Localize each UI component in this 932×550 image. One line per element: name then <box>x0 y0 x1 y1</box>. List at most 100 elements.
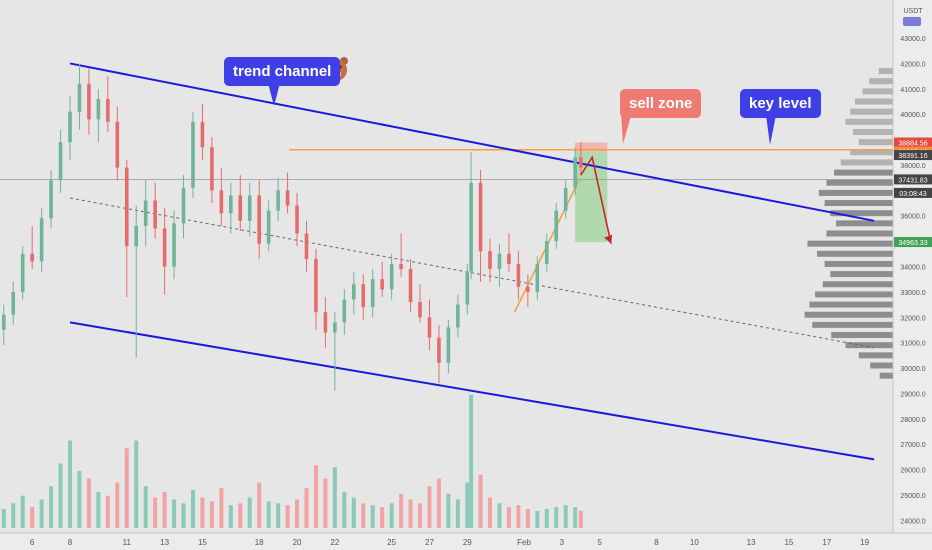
volume-bar <box>304 488 309 528</box>
time-tick-label: 15 <box>198 538 207 547</box>
time-tick-label: 18 <box>255 538 264 547</box>
volume-bar <box>332 467 337 528</box>
price-tick-label: 34000.0 <box>900 265 925 272</box>
volume-bar <box>228 505 233 528</box>
price-label-bg <box>894 137 932 148</box>
volume-profile-bar <box>853 128 893 135</box>
price-tick-label: 24000.0 <box>900 518 925 525</box>
candle-body <box>87 83 91 120</box>
price-tick-label: 41000.0 <box>900 87 925 94</box>
price-label: 38884.56 <box>898 141 927 148</box>
candle-body <box>535 263 540 292</box>
time-tick-label: 22 <box>330 538 339 547</box>
volume-bar <box>190 490 195 528</box>
volume-bar <box>370 505 375 528</box>
volume-bar <box>446 493 451 528</box>
candle-body <box>219 190 224 214</box>
volume-bar <box>68 440 73 528</box>
candle-body <box>162 228 167 267</box>
volume-bar <box>105 495 110 528</box>
volume-profile-bar <box>855 98 893 105</box>
volume-bar <box>219 488 224 528</box>
candle-body <box>20 253 25 292</box>
volume-bar <box>257 482 262 528</box>
price-tick-label: 43000.0 <box>900 36 925 43</box>
price-tick-label: 29000.0 <box>900 391 925 398</box>
sell-zone-pointer <box>621 112 632 144</box>
candle-body <box>333 322 337 333</box>
volume-bar <box>313 465 318 528</box>
candle-body <box>39 218 44 262</box>
candle-body <box>469 182 473 272</box>
candle-body <box>96 98 101 120</box>
time-tick-label: 17 <box>822 538 831 547</box>
candle-body <box>238 195 243 221</box>
price-tick-label: 30000.0 <box>900 366 925 373</box>
volume-bar <box>247 497 252 528</box>
volume-bar <box>153 497 158 528</box>
price-label: 03:08:43 <box>899 191 926 198</box>
volume-bar <box>134 440 139 528</box>
trend-channel-pointer <box>268 83 280 106</box>
volume-profile-bar <box>807 240 893 247</box>
volume-profile-bar <box>840 159 893 166</box>
volume-bar <box>124 448 129 528</box>
volume-profile-bar <box>826 230 893 237</box>
channel-mid-line <box>69 197 875 349</box>
volume-profile-bar <box>845 342 893 349</box>
candle-body <box>172 223 176 267</box>
volume-profile-bar <box>858 139 893 146</box>
price-tick-label: 27000.0 <box>900 442 925 449</box>
trend-channel-text: trend channel <box>233 63 332 80</box>
volume-profile-bar <box>879 372 893 379</box>
price-tick-label: 32000.0 <box>900 315 925 322</box>
volume-profile-bar <box>826 179 893 186</box>
candle-body <box>115 121 120 168</box>
candle-body <box>200 121 205 148</box>
volume-bar <box>1 509 6 528</box>
volume-profile-bar <box>812 321 893 328</box>
candle-body <box>465 271 470 305</box>
volume-bar <box>209 501 214 528</box>
time-tick-label: 11 <box>123 538 132 547</box>
candle-body <box>210 147 214 191</box>
volume-profile-bar <box>804 311 893 318</box>
time-tick-label: 29 <box>463 538 472 547</box>
volume-bar <box>181 503 186 528</box>
candle-body <box>314 258 318 313</box>
candle-body <box>526 286 530 292</box>
key-level-label: key level <box>740 89 821 118</box>
price-tick-label: 26000.0 <box>900 468 925 475</box>
volume-bar <box>497 503 502 528</box>
price-label-bg <box>894 174 932 185</box>
price-tick-label: 38000.0 <box>900 163 925 170</box>
candle-body <box>488 251 492 270</box>
candle-body <box>124 167 129 247</box>
volume-bar <box>30 507 35 528</box>
price-tick-label: 31000.0 <box>900 341 925 348</box>
volume-bar <box>436 478 441 528</box>
projection-path <box>580 155 612 244</box>
volume-bar <box>39 499 44 528</box>
candle-body <box>1 314 6 330</box>
currency-label: USDT <box>903 8 923 15</box>
price-label-bg <box>894 150 932 161</box>
candle-body <box>134 225 139 247</box>
volume-bar <box>506 507 511 528</box>
volume-bar <box>478 474 483 528</box>
volume-bar <box>20 495 25 528</box>
time-tick-label: 15 <box>784 538 793 547</box>
channel-upper-line <box>69 62 875 222</box>
volume-bar <box>389 503 394 528</box>
volume-profile-bar <box>850 149 893 156</box>
candle-body <box>266 210 271 244</box>
price-tick-label: 40000.0 <box>900 112 925 119</box>
volume-bar <box>399 493 404 528</box>
candle-body <box>456 304 460 328</box>
volume-profile-bar <box>870 362 893 369</box>
volume-bar <box>342 491 347 528</box>
key-level-pointer <box>766 115 776 145</box>
volume-profile-bar <box>824 260 893 267</box>
